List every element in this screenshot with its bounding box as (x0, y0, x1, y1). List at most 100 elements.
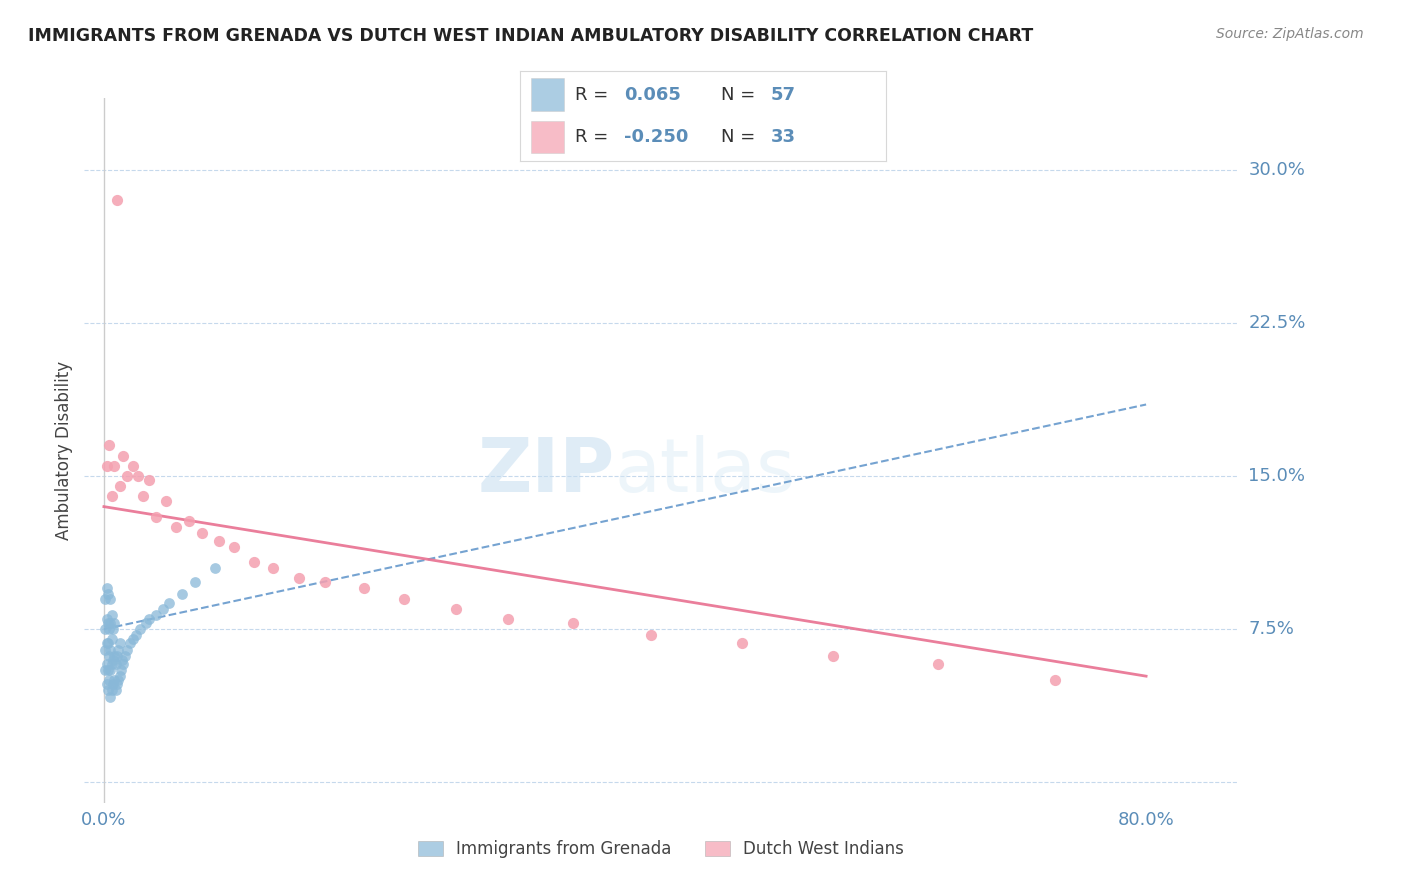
Text: 57: 57 (770, 86, 796, 103)
Point (112, 449, 135, 463)
Point (100, 591, 122, 606)
Point (94, 663, 117, 677)
Point (100, 683, 122, 698)
Point (823, 648, 845, 663)
Point (105, 677, 128, 691)
Point (94, 622, 117, 636)
Point (103, 648, 125, 663)
Text: N =: N = (721, 86, 761, 103)
Point (105, 648, 128, 663)
Point (114, 648, 136, 663)
Point (145, 509, 167, 524)
Point (96, 657, 118, 671)
Point (101, 653, 124, 667)
FancyBboxPatch shape (531, 121, 564, 153)
Point (262, 561, 284, 575)
Point (96, 636, 118, 650)
Point (96, 612, 118, 626)
Point (170, 587, 193, 601)
Point (242, 555, 264, 569)
Point (103, 458, 125, 473)
Point (100, 690, 122, 704)
Point (103, 673, 125, 688)
Point (224, 541, 246, 555)
Text: Source: ZipAtlas.com: Source: ZipAtlas.com (1216, 27, 1364, 41)
Point (117, 642, 139, 657)
Point (100, 490, 122, 504)
Point (157, 596, 180, 610)
Text: 30.0%: 30.0% (1249, 161, 1305, 178)
Point (1043, 673, 1066, 688)
Point (98, 622, 121, 636)
Text: ZIP: ZIP (478, 435, 614, 508)
Text: 7.5%: 7.5% (1249, 620, 1295, 638)
Point (108, 636, 131, 650)
Point (731, 636, 754, 650)
Point (177, 514, 200, 528)
Point (98, 438, 121, 452)
Point (110, 663, 132, 677)
Legend: Immigrants from Grenada, Dutch West Indians: Immigrants from Grenada, Dutch West Indi… (411, 834, 911, 865)
Point (190, 526, 212, 541)
Point (98, 673, 121, 688)
Point (155, 493, 177, 508)
Point (100, 615, 122, 630)
Point (165, 520, 187, 534)
Point (96, 677, 118, 691)
Point (100, 663, 122, 677)
Text: 22.5%: 22.5% (1249, 314, 1306, 332)
Point (127, 469, 149, 483)
Point (496, 612, 519, 626)
Point (107, 642, 129, 657)
Text: 15.0%: 15.0% (1249, 467, 1305, 485)
Point (105, 193, 128, 207)
Text: 0.065: 0.065 (624, 86, 682, 103)
Point (444, 601, 467, 615)
Point (97, 683, 120, 698)
Point (97, 663, 120, 677)
Point (392, 591, 415, 606)
Point (353, 582, 375, 596)
Point (108, 479, 131, 493)
Point (101, 622, 124, 636)
Text: atlas: atlas (614, 435, 796, 508)
Point (204, 561, 226, 575)
Point (103, 615, 125, 630)
Point (100, 642, 122, 657)
Point (94, 642, 117, 657)
Point (152, 601, 174, 615)
Point (100, 607, 122, 622)
Point (184, 575, 207, 590)
Point (118, 636, 141, 650)
Point (314, 575, 336, 590)
Point (108, 669, 131, 683)
Point (104, 683, 127, 698)
Text: R =: R = (575, 86, 614, 103)
Point (111, 653, 134, 667)
Point (97, 587, 120, 601)
Point (117, 469, 139, 483)
Point (97, 615, 120, 630)
Point (104, 657, 127, 671)
FancyBboxPatch shape (531, 78, 564, 111)
Point (100, 632, 122, 647)
Point (97, 636, 120, 650)
Point (561, 615, 583, 630)
Point (121, 632, 143, 647)
Text: R =: R = (575, 128, 614, 146)
Point (121, 458, 143, 473)
Point (288, 571, 311, 585)
Point (101, 677, 124, 691)
Point (138, 473, 160, 487)
Text: N =: N = (721, 128, 761, 146)
Point (132, 490, 155, 504)
Text: -0.250: -0.250 (624, 128, 689, 146)
Point (107, 673, 129, 688)
Point (96, 582, 118, 596)
Point (640, 628, 662, 642)
Point (98, 648, 121, 663)
Point (145, 607, 167, 622)
Text: 33: 33 (770, 128, 796, 146)
Point (138, 612, 160, 626)
Point (125, 628, 148, 642)
